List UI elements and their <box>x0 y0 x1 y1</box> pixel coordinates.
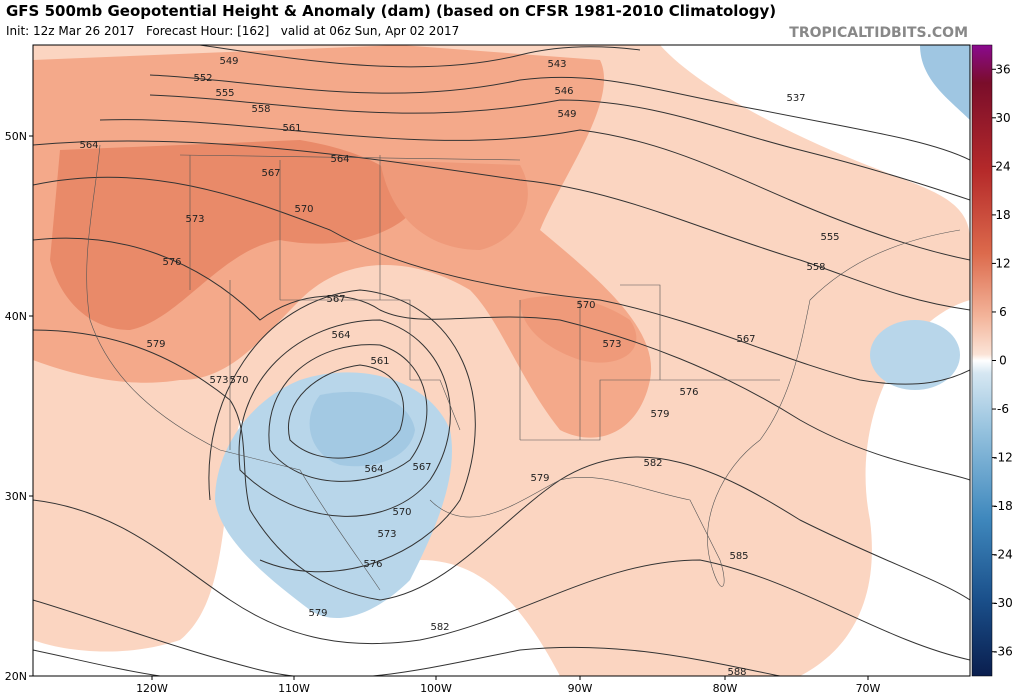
contour-label: 579 <box>530 473 549 484</box>
colorbar-label: -30 <box>993 596 1013 610</box>
lon-label: 120W <box>136 682 168 695</box>
lon-label: 90W <box>568 682 593 695</box>
contour-label: 570 <box>576 300 595 311</box>
colorbar-label: 18 <box>995 208 1010 222</box>
contour-label: 570 <box>392 507 411 518</box>
contour-label: 582 <box>430 622 449 633</box>
contour-label: 570 <box>294 204 313 215</box>
colorbar-label: 30 <box>995 111 1010 125</box>
colorbar-label: -24 <box>993 548 1013 562</box>
lon-label: 110W <box>278 682 310 695</box>
colorbar-label: -18 <box>993 499 1013 513</box>
map-area <box>33 45 970 676</box>
contour-label: 579 <box>146 339 165 350</box>
contour-label: 558 <box>251 104 270 115</box>
contour-label: 552 <box>193 73 212 84</box>
colorbar-label: 6 <box>999 305 1007 319</box>
lon-label: 80W <box>713 682 738 695</box>
contour-label: 582 <box>643 458 662 469</box>
contour-label: 573 <box>209 375 228 386</box>
colorbar-label: -36 <box>993 645 1013 659</box>
contour-label: 573 <box>185 214 204 225</box>
contour-label: 564 <box>331 330 350 341</box>
colorbar-label: -6 <box>997 402 1009 416</box>
contour-label: 567 <box>412 462 431 473</box>
contour-label: 567 <box>326 294 345 305</box>
lon-label: 70W <box>856 682 881 695</box>
lat-label: 40N <box>5 310 27 323</box>
subtitle: Init: 12z Mar 26 2017 Forecast Hour: [16… <box>6 24 459 38</box>
colorbar-label: 24 <box>995 159 1010 173</box>
contour-label: 564 <box>364 464 383 475</box>
contour-label: 588 <box>727 667 746 678</box>
colorbar <box>971 44 993 677</box>
contour-label: 576 <box>679 387 698 398</box>
contour-label: 561 <box>370 356 389 367</box>
contour-label: 579 <box>650 409 669 420</box>
contour-label: 576 <box>162 257 181 268</box>
lat-label: 20N <box>5 670 27 683</box>
title: GFS 500mb Geopotential Height & Anomaly … <box>6 2 776 20</box>
contour-label: 537 <box>786 93 805 104</box>
contour-label: 558 <box>806 262 825 273</box>
contour-label: 573 <box>377 529 396 540</box>
contour-label: 549 <box>557 109 576 120</box>
colorbar-label: 0 <box>999 354 1007 368</box>
contour-label: 576 <box>363 559 382 570</box>
contour-label: 585 <box>729 551 748 562</box>
contour-label: 573 <box>602 339 621 350</box>
contour-label: 564 <box>79 140 98 151</box>
contour-label: 546 <box>554 86 573 97</box>
contour-label: 567 <box>261 168 280 179</box>
contour-label: 561 <box>282 123 301 134</box>
contour-label: 549 <box>219 56 238 67</box>
contour-label: 579 <box>308 608 327 619</box>
contour-label: 555 <box>820 232 839 243</box>
colorbar-label: 36 <box>995 62 1010 76</box>
lat-label: 50N <box>5 130 27 143</box>
colorbar-label: -12 <box>993 451 1013 465</box>
contour-label: 555 <box>215 88 234 99</box>
contour-label: 543 <box>547 59 566 70</box>
contour-label: 570 <box>229 375 248 386</box>
lat-label: 30N <box>5 490 27 503</box>
map-frame <box>32 44 971 677</box>
watermark: TROPICALTIDBITS.COM <box>789 25 968 41</box>
colorbar-label: 12 <box>995 256 1010 270</box>
contour-label: 567 <box>736 334 755 345</box>
contour-label: 564 <box>330 154 349 165</box>
lon-label: 100W <box>420 682 452 695</box>
